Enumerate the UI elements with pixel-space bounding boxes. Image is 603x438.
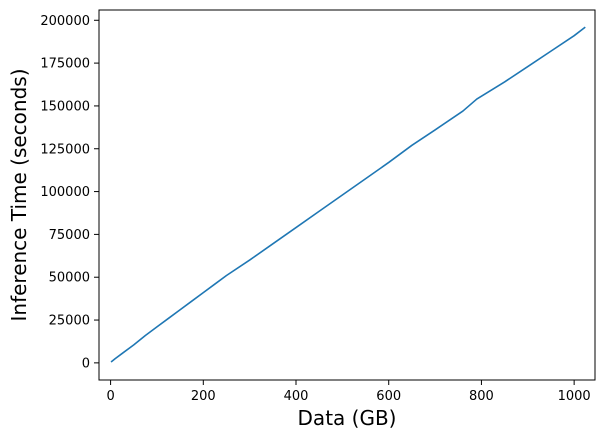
x-tick-label: 600 xyxy=(376,389,401,404)
y-axis-ticks: 0 25000 50000 75000 100000 125000 150000 175000… xyxy=(40,14,99,371)
x-tick-label: 0 xyxy=(106,389,114,404)
x-axis-label: Data (GB) xyxy=(298,406,397,430)
x-axis-ticks: 0 200 400 600 800 1000 xyxy=(106,380,591,404)
y-tick-label: 150000 xyxy=(40,99,90,114)
x-tick-label: 200 xyxy=(191,389,216,404)
x-tick-label: 800 xyxy=(469,389,494,404)
y-tick-label: 200000 xyxy=(40,14,90,29)
plot-area xyxy=(98,9,596,381)
y-tick-label: 100000 xyxy=(40,185,90,200)
x-tick-label: 1000 xyxy=(558,389,591,404)
y-axis-label: Inference Time (seconds) xyxy=(7,69,31,322)
y-tick-label: 25000 xyxy=(49,314,90,329)
y-tick-label: 75000 xyxy=(49,228,90,243)
series-layer xyxy=(110,26,586,363)
series-line xyxy=(110,26,586,363)
y-tick-label: 175000 xyxy=(40,57,90,72)
y-tick-label: 0 xyxy=(82,356,90,371)
y-tick-label: 50000 xyxy=(49,271,90,286)
y-tick-label: 125000 xyxy=(40,142,90,157)
x-tick-label: 400 xyxy=(284,389,309,404)
